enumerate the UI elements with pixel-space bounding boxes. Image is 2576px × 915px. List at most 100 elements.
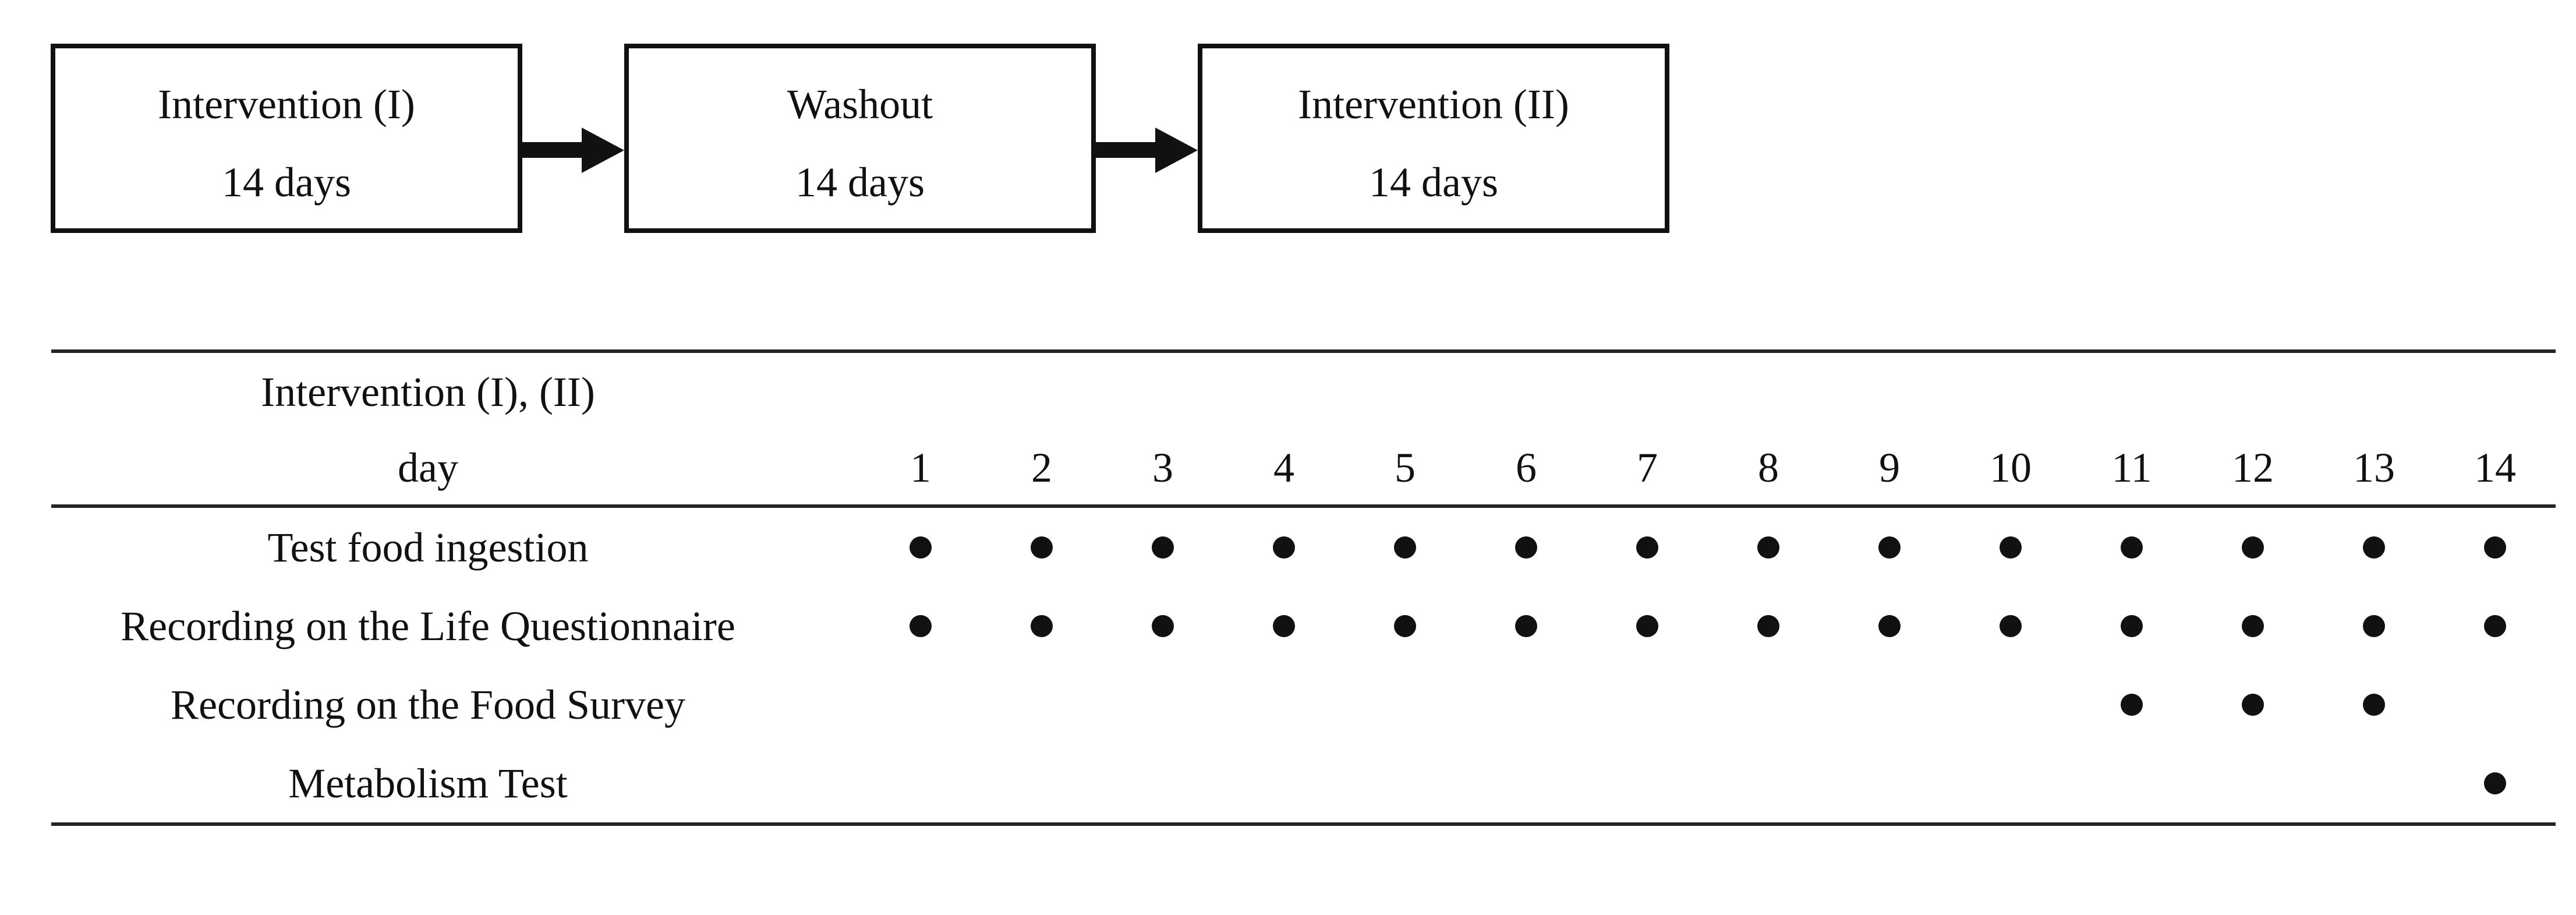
schedule-dot-cell: [2192, 587, 2313, 665]
dot-marker-icon: [1515, 536, 1537, 559]
dot-marker-icon: [2000, 536, 2022, 559]
arrow-head: [1155, 127, 1198, 173]
schedule-dot-cell: [981, 587, 1102, 665]
schedule-dot-cell: [860, 508, 981, 587]
dot-marker-icon: [2121, 693, 2143, 716]
dot-marker-icon: [2121, 614, 2143, 637]
schedule-dot-cell: [1223, 587, 1344, 665]
table-rule-bottom: [51, 822, 2556, 826]
dot-marker-icon: [1152, 614, 1174, 637]
dot-marker-icon: [2242, 614, 2264, 637]
schedule-day-header: day: [398, 444, 458, 491]
dot-marker-icon: [2121, 536, 2143, 559]
dot-marker-icon: [1757, 614, 1779, 637]
schedule-dot-cell: [2313, 587, 2435, 665]
schedule-dot-cell: [2435, 744, 2556, 822]
arrow-shaft: [1096, 142, 1155, 158]
day-number: 11: [2111, 444, 2152, 491]
day-number: 6: [1516, 444, 1537, 491]
schedule-dot-cell: [1829, 508, 1950, 587]
row-label: Metabolism Test: [288, 759, 568, 807]
flow-step-box: Washout 14 days: [624, 44, 1096, 233]
schedule-body: Test food ingestion Recording on the Life…: [51, 508, 2556, 822]
table-rule-top: [51, 349, 2556, 353]
schedule-table: Intervention (I), (II) day 1 2 3 4 5 6 7 8 9 10 11…: [51, 349, 2556, 826]
flow-step-title: Washout: [787, 80, 933, 128]
day-number: 14: [2474, 444, 2516, 491]
schedule-dot-cell: [2435, 587, 2556, 665]
row-label: Recording on the Life Questionnaire: [121, 602, 735, 649]
day-number: 7: [1637, 444, 1658, 491]
arrow-head: [582, 127, 624, 173]
dot-marker-icon: [1273, 536, 1295, 559]
day-number: 9: [1879, 444, 1900, 491]
schedule-dot-cell: [1587, 508, 1708, 587]
schedule-dot-cell: [2435, 508, 2556, 587]
schedule-group-header: Intervention (I), (II): [261, 369, 595, 415]
day-number: 3: [1152, 444, 1173, 491]
dot-marker-icon: [1273, 614, 1295, 637]
row-label: Test food ingestion: [267, 524, 589, 571]
dot-marker-icon: [2000, 614, 2022, 637]
study-flow: Intervention (I) 14 days Washout 14 days Int…: [51, 44, 2576, 233]
schedule-dot-cell: [2071, 508, 2192, 587]
flow-step-duration: 14 days: [1369, 158, 1498, 206]
flow-step-box: Intervention (II) 14 days: [1198, 44, 1669, 233]
day-number: 4: [1273, 444, 1294, 491]
schedule-dot-cell: [1587, 587, 1708, 665]
schedule-dot-cell: [1102, 587, 1223, 665]
schedule-dot-cell: [1466, 508, 1587, 587]
figure-canvas: Intervention (I) 14 days Washout 14 days Int…: [0, 44, 2576, 826]
dot-marker-icon: [1636, 614, 1658, 637]
schedule-dot-cell: [1950, 587, 2071, 665]
schedule-dot-cell: [1102, 508, 1223, 587]
dot-marker-icon: [2363, 693, 2385, 716]
dot-marker-icon: [2363, 614, 2385, 637]
schedule-dot-cell: [1466, 587, 1587, 665]
schedule-dot-cell: [1708, 508, 1829, 587]
day-number: 5: [1395, 444, 1416, 491]
schedule-dot-cell: [1344, 587, 1466, 665]
dot-marker-icon: [910, 536, 932, 559]
dot-marker-icon: [2484, 536, 2506, 559]
schedule-dot-cell: [860, 587, 981, 665]
day-number: 10: [1990, 444, 2032, 491]
dot-marker-icon: [1394, 536, 1416, 559]
schedule-dot-cell: [1829, 587, 1950, 665]
table-rule-middle: [51, 504, 2556, 508]
schedule-dot-cell: [2313, 665, 2435, 744]
day-number: 2: [1031, 444, 1052, 491]
dot-marker-icon: [2363, 536, 2385, 559]
schedule-dot-cell: [2192, 508, 2313, 587]
dot-marker-icon: [2484, 772, 2506, 794]
schedule-dot-cell: [1223, 508, 1344, 587]
schedule-dot-cell: [1344, 508, 1466, 587]
day-number: 12: [2232, 444, 2274, 491]
dot-marker-icon: [2484, 614, 2506, 637]
dot-marker-icon: [1878, 536, 1901, 559]
schedule-header: Intervention (I), (II) day 1 2 3 4 5 6 7 8 9 10 11…: [51, 353, 2556, 504]
flow-step-box: Intervention (I) 14 days: [51, 44, 522, 233]
schedule-dot-cell: [981, 508, 1102, 587]
dot-marker-icon: [1152, 536, 1174, 559]
day-number: 1: [910, 444, 931, 491]
dot-marker-icon: [1636, 536, 1658, 559]
dot-marker-icon: [1878, 614, 1901, 637]
dot-marker-icon: [1394, 614, 1416, 637]
arrow-right-icon: [1096, 127, 1198, 173]
day-number: 8: [1758, 444, 1779, 491]
schedule-dot-cell: [2071, 665, 2192, 744]
dot-marker-icon: [1757, 536, 1779, 559]
dot-marker-icon: [1031, 536, 1053, 559]
dot-marker-icon: [1515, 614, 1537, 637]
dot-marker-icon: [1031, 614, 1053, 637]
schedule-dot-cell: [2192, 665, 2313, 744]
flow-step-duration: 14 days: [222, 158, 351, 206]
schedule-dot-cell: [2071, 587, 2192, 665]
dot-marker-icon: [2242, 536, 2264, 559]
arrow-shaft: [522, 142, 582, 158]
dot-marker-icon: [2242, 693, 2264, 716]
flow-step-title: Intervention (II): [1298, 80, 1569, 128]
schedule-dot-cell: [1708, 587, 1829, 665]
arrow-right-icon: [522, 127, 624, 173]
